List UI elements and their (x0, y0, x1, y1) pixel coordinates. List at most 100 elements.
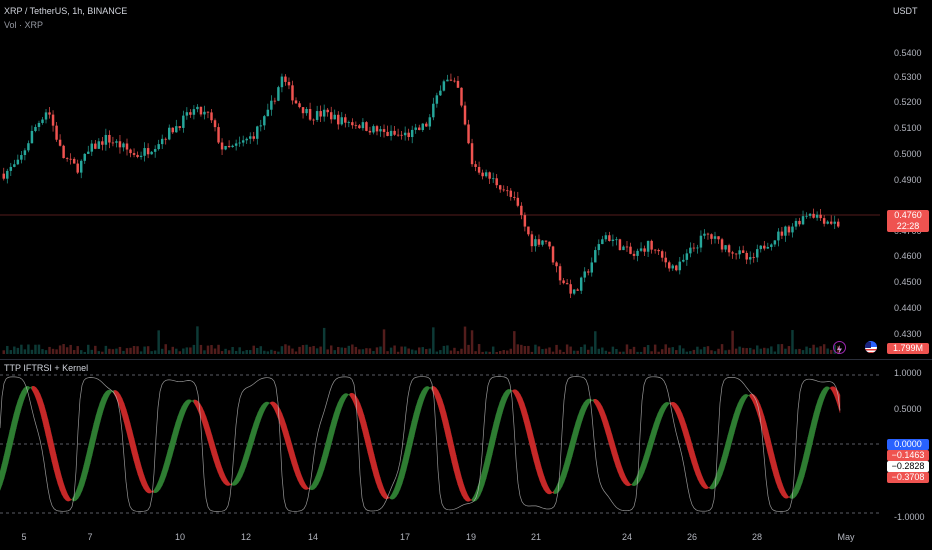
lightning-icon[interactable] (833, 341, 846, 354)
price-chart[interactable] (0, 0, 880, 360)
candle (491, 178, 495, 180)
candle (622, 246, 625, 251)
ribbon-segment (643, 449, 647, 473)
volume-legend[interactable]: Vol · XRP (4, 20, 44, 30)
price-axis[interactable]: 0.5400 0.5300 0.5200 0.5100 0.5000 0.490… (884, 0, 932, 360)
volume-bar (463, 326, 467, 354)
volume-bar (227, 350, 231, 354)
ribbon-segment (603, 410, 607, 434)
value-tag: −0.1463 (887, 450, 929, 461)
time-tick: 19 (465, 532, 477, 542)
ribbon-segment (287, 430, 291, 458)
volume-bar (474, 351, 477, 354)
candle (157, 144, 160, 150)
ribbon-segment (123, 403, 127, 430)
volume-bar (579, 346, 583, 354)
ribbon-segment (11, 413, 15, 447)
ribbon-segment (255, 412, 259, 435)
us-flag-icon[interactable] (865, 341, 877, 353)
volume-bar (467, 344, 470, 354)
ribbon-segment (819, 390, 823, 413)
ribbon-segment (219, 462, 223, 481)
ribbon-segment (505, 389, 509, 402)
ribbon-segment (259, 404, 263, 422)
ribbon-segment (747, 393, 751, 398)
volume-bar (748, 347, 752, 354)
ribbon-segment (469, 498, 473, 502)
candle (446, 79, 449, 82)
ribbon-segment (135, 446, 139, 475)
volume-bar (513, 331, 516, 354)
indicator-chart[interactable] (0, 360, 880, 530)
volume-bar (146, 346, 150, 354)
ribbon-segment (33, 385, 37, 399)
volume-bar (30, 349, 34, 354)
volume-bar (354, 346, 358, 354)
volume-bar (280, 346, 284, 354)
ribbon-segment (157, 477, 161, 493)
candle (178, 126, 182, 128)
ribbon-segment (317, 463, 321, 485)
kernel-ribbon (0, 385, 841, 502)
ribbon-segment (571, 428, 575, 457)
volume-bar (784, 348, 787, 354)
candle (287, 81, 291, 86)
volume-bar (534, 344, 537, 354)
volume-bar (301, 345, 305, 354)
pane-divider[interactable] (0, 359, 932, 360)
volume-bar (696, 346, 699, 354)
ribbon-segment (727, 427, 731, 457)
symbol-title[interactable]: XRP / TetherUS, 1h, BINANCE (4, 6, 128, 16)
candle (87, 151, 90, 154)
currency-label[interactable]: USDT (893, 6, 918, 16)
candle (530, 234, 534, 247)
volume-bar (231, 346, 234, 354)
candle (27, 143, 30, 151)
indicator-tick: -1.0000 (894, 512, 925, 522)
candle (182, 115, 185, 128)
volume-bar (675, 350, 678, 354)
ribbon-segment (57, 462, 61, 491)
ribbon-segment (703, 480, 707, 490)
candle (393, 130, 396, 135)
indicator-title[interactable]: TTP IFTRSI + Kernel (4, 363, 89, 373)
candle (544, 240, 548, 242)
ribbon-segment (129, 422, 133, 454)
ribbon-segment (613, 441, 617, 467)
volume-bar (667, 347, 671, 354)
ribbon-segment (243, 448, 247, 473)
volume-bar (87, 344, 90, 354)
ribbon-segment (299, 471, 303, 488)
volume-bar (801, 350, 805, 354)
volume-bar (58, 345, 62, 354)
ribbon-segment (441, 399, 445, 428)
volume-bar (122, 350, 125, 354)
volume-bar (44, 350, 48, 354)
volume-bar (94, 345, 97, 354)
ribbon-segment (781, 483, 785, 499)
volume-bar (234, 350, 238, 354)
candle (104, 134, 108, 145)
time-axis[interactable]: 5 7 10 12 14 17 19 21 24 26 28 May (0, 529, 932, 550)
candle (710, 234, 713, 239)
ribbon-segment (737, 399, 741, 420)
candle (344, 117, 347, 123)
volume-bar (55, 349, 58, 354)
volume-tag: 1.799M (887, 343, 929, 354)
candle (351, 122, 354, 126)
ribbon-segment (471, 495, 475, 502)
ribbon-segment (285, 424, 289, 451)
candle (682, 259, 685, 262)
ribbon-segment (337, 398, 341, 420)
volume-bar (248, 350, 252, 354)
volume-bar (660, 349, 664, 354)
candle (442, 81, 446, 91)
ribbon-segment (241, 455, 245, 477)
ribbon-segment (437, 390, 441, 412)
volume-bar (312, 345, 315, 354)
volume-bar (745, 348, 748, 354)
ribbon-segment (203, 411, 207, 435)
candle (248, 136, 252, 139)
volume-bar (777, 344, 780, 354)
candle (551, 246, 555, 263)
